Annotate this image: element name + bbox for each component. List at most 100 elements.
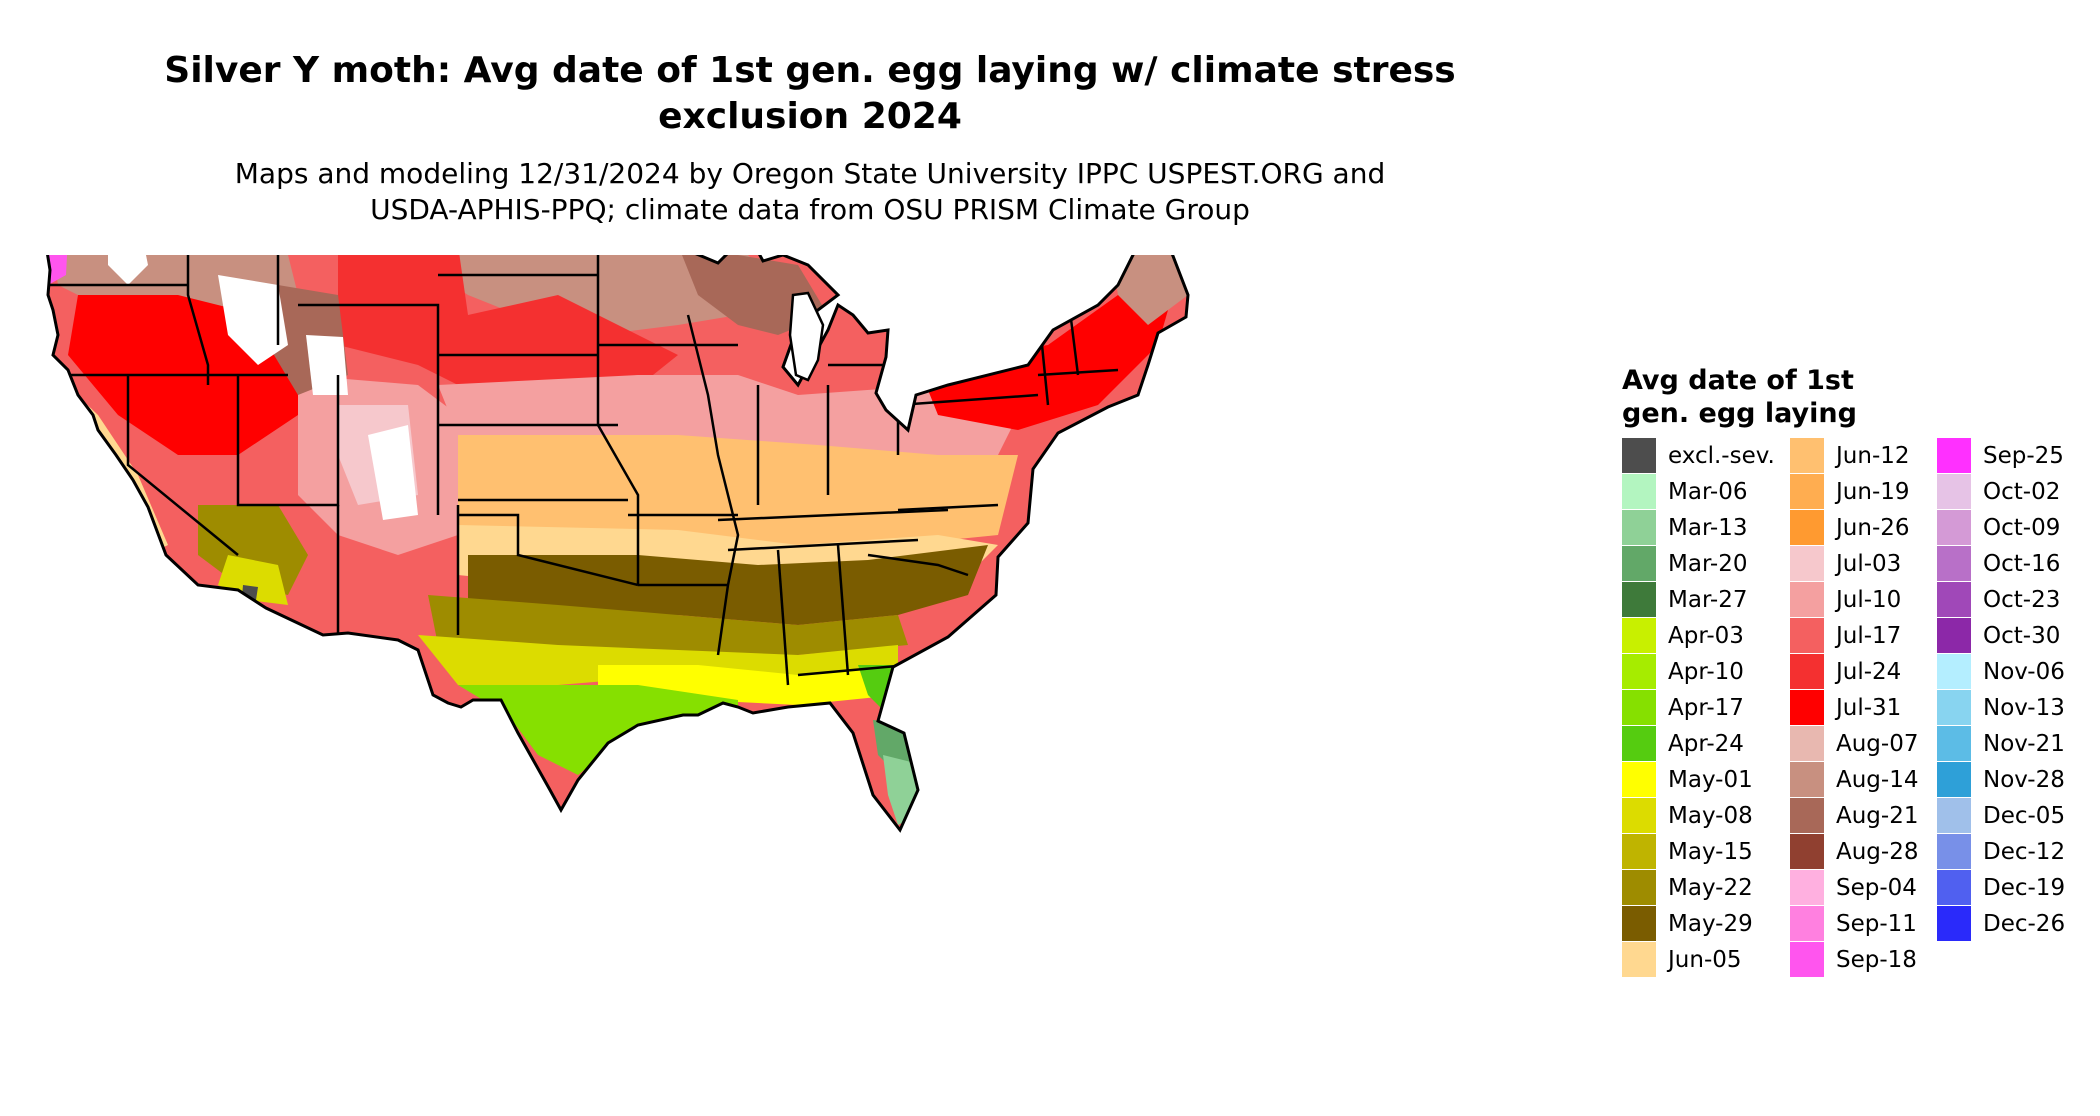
legend-swatch (1790, 834, 1824, 869)
legend-swatch (1790, 582, 1824, 617)
legend-swatch (1622, 906, 1656, 941)
legend-swatch (1937, 798, 1971, 833)
legend-label: Oct-16 (1983, 551, 2061, 577)
legend-label: excl.-sev. (1668, 443, 1775, 469)
border-mississippi (686, 314, 740, 656)
legend-label: Sep-04 (1836, 875, 1917, 901)
map-title: Silver Y moth: Avg date of 1st gen. egg … (80, 48, 1540, 140)
legend-label: Aug-07 (1836, 731, 1919, 757)
legend-label: May-15 (1668, 839, 1753, 865)
legend-label: Dec-05 (1983, 803, 2066, 829)
region-mountain-white-1 (108, 255, 148, 285)
legend-label: Aug-21 (1836, 803, 1919, 829)
legend-label: Apr-10 (1668, 659, 1744, 685)
legend-label: Jul-31 (1836, 695, 1902, 721)
legend-swatch (1937, 870, 1971, 905)
legend-swatch (1622, 690, 1656, 725)
legend-label: Jul-24 (1836, 659, 1902, 685)
legend-swatch (1622, 870, 1656, 905)
legend-label: Oct-23 (1983, 587, 2061, 613)
legend-label: Dec-12 (1983, 839, 2066, 865)
legend-swatch (1622, 942, 1656, 977)
legend-label: Jul-10 (1836, 587, 1902, 613)
legend-label: Jun-26 (1836, 515, 1910, 541)
region-dakotas-red (338, 255, 678, 405)
legend-swatch (1622, 654, 1656, 689)
legend-swatch (1790, 870, 1824, 905)
legend-swatch (1622, 618, 1656, 653)
legend-label: Mar-13 (1668, 515, 1748, 541)
legend-label: Apr-03 (1668, 623, 1744, 649)
subtitle-line-2: USDA-APHIS-PPQ; climate data from OSU PR… (370, 193, 1250, 226)
lake-michigan (788, 291, 825, 382)
legend-swatch (1937, 654, 1971, 689)
border-al-ga (836, 544, 850, 676)
border-va-nc (897, 503, 999, 512)
legend-swatch (1790, 762, 1824, 797)
region-gulf-olive (428, 595, 908, 655)
legend-label: Oct-02 (1983, 479, 2061, 505)
border-mn-ia (596, 255, 640, 585)
region-mountain-white-2 (218, 275, 288, 365)
legend-swatch (1937, 618, 1971, 653)
border-pa-ny (897, 393, 1039, 407)
region-colorado-white (368, 425, 418, 520)
legend-label: Jun-19 (1836, 479, 1910, 505)
legend-swatch (1937, 546, 1971, 581)
legend-label: May-22 (1668, 875, 1753, 901)
region-central-orange (458, 435, 1018, 555)
legend-label: Oct-09 (1983, 515, 2061, 541)
map-subtitle: Maps and modeling 12/31/2024 by Oregon S… (80, 156, 1540, 228)
legend-label: May-29 (1668, 911, 1753, 937)
legend-swatch (1622, 798, 1656, 833)
border-nv-ut (126, 375, 239, 556)
legend-swatch (1790, 726, 1824, 761)
legend-label: Aug-14 (1836, 767, 1919, 793)
legend-title-line-1: Avg date of 1st (1622, 365, 1854, 396)
legend-swatch (1937, 834, 1971, 869)
legend-label: Jun-05 (1668, 947, 1742, 973)
legend-swatch (1622, 762, 1656, 797)
legend-label: Apr-17 (1668, 695, 1744, 721)
legend-label: Aug-28 (1836, 839, 1919, 865)
border-ok-tx (458, 513, 639, 587)
legend-swatch (1622, 546, 1656, 581)
legend-title-line-2: gen. egg laying (1622, 398, 1857, 429)
legend-label: Mar-06 (1668, 479, 1748, 505)
legend-swatch (1790, 654, 1824, 689)
legend-swatch (1790, 474, 1824, 509)
legend-swatch (1937, 906, 1971, 941)
legend-swatch (1790, 618, 1824, 653)
region-wyoming-white (306, 335, 348, 395)
border-ut-co (236, 375, 340, 507)
legend-swatch (1622, 438, 1656, 473)
border-ky-tn (717, 508, 949, 522)
legend-swatch (1622, 510, 1656, 545)
legend-label: Jul-17 (1836, 623, 1902, 649)
legend-swatch (1790, 438, 1824, 473)
region-gulf-coast-green (458, 685, 738, 775)
legend-label: Nov-13 (1983, 695, 2065, 721)
legend-label: Apr-24 (1668, 731, 1744, 757)
title-line-2: exclusion 2024 (658, 96, 962, 137)
legend-label: Nov-21 (1983, 731, 2065, 757)
map-fill (42, 255, 1190, 832)
region-new-england-brown (1108, 255, 1188, 325)
border-wy-co (298, 303, 440, 515)
legend-swatch (1790, 690, 1824, 725)
legend-label: Nov-06 (1983, 659, 2065, 685)
legend-swatch (1790, 906, 1824, 941)
legend-title: Avg date of 1st gen. egg laying (1622, 364, 1857, 430)
region-northeast-red (918, 255, 1178, 430)
legend-swatch (1937, 438, 1971, 473)
legend-swatch (1622, 474, 1656, 509)
legend-swatch (1790, 798, 1824, 833)
legend-label: Dec-26 (1983, 911, 2066, 937)
legend-label: Jul-03 (1836, 551, 1902, 577)
legend-swatch (1937, 474, 1971, 509)
legend-swatch (1622, 582, 1656, 617)
legend-swatch (1790, 942, 1824, 977)
legend-swatch (1937, 726, 1971, 761)
border-tn-south (727, 538, 919, 552)
border-ne-states (1037, 368, 1119, 377)
